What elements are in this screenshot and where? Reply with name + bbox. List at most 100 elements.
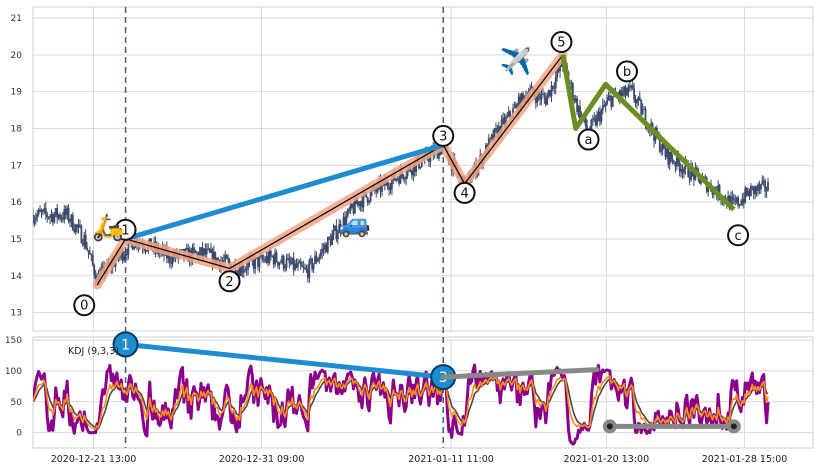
candle-body (336, 233, 339, 239)
candle-body (171, 254, 174, 264)
candle-body (268, 251, 271, 263)
candle-body (210, 249, 212, 253)
candle-body (34, 217, 37, 220)
candle-body (195, 252, 198, 254)
candle-body (217, 258, 220, 261)
price-ytick: 15 (11, 235, 22, 245)
candle-body (261, 254, 264, 260)
candle-body (640, 99, 643, 115)
candle-body (507, 111, 510, 116)
candle-body (381, 182, 383, 192)
candle-body (412, 163, 415, 176)
candle-body (258, 256, 261, 268)
kdj-j-line (33, 363, 770, 446)
candle-body (284, 267, 286, 269)
candle-body (600, 110, 603, 122)
candle-body (244, 269, 247, 271)
candle-body (573, 98, 576, 101)
wave-label-circle (727, 224, 750, 247)
candle-body (368, 201, 371, 203)
candle-body (36, 214, 39, 218)
candle-body (439, 149, 442, 155)
candle-body (618, 90, 621, 99)
kdj-layer (33, 363, 770, 446)
candle-body (339, 223, 342, 232)
candle-body (61, 217, 64, 220)
candle-body (181, 249, 184, 250)
candle-body (596, 114, 598, 126)
candle-body (46, 213, 49, 218)
candle-body (224, 255, 227, 261)
candle-body (287, 258, 289, 260)
candle-body (214, 251, 217, 264)
candle-body (630, 85, 633, 88)
wave-label-5: 5 (557, 35, 565, 50)
candle-body (274, 252, 277, 265)
candle-body (653, 132, 655, 141)
candle-body (554, 76, 557, 88)
candle-body (133, 246, 135, 250)
candle-body (37, 209, 40, 215)
candle-body (610, 95, 613, 107)
candle-body (571, 83, 574, 99)
candle-body (557, 68, 560, 72)
candle-body (123, 255, 126, 261)
cycle-trend-line (124, 142, 444, 242)
candle-body (262, 259, 265, 261)
candle-body (146, 250, 148, 252)
candle-body (399, 169, 402, 184)
candle-body (259, 254, 262, 257)
candle-body (328, 237, 331, 239)
wave-label-4: 4 (460, 186, 468, 201)
wave-label-c: c (735, 229, 742, 244)
candle-body (388, 186, 390, 190)
candle-body (237, 270, 239, 276)
candle-body (661, 142, 664, 151)
candle-body (93, 264, 96, 276)
candle-body (750, 185, 752, 197)
candle-body (86, 247, 88, 251)
candle-body (695, 167, 698, 170)
wave-label-b: b (623, 65, 631, 80)
candle-body (198, 251, 201, 259)
wave-label-circle (550, 30, 573, 53)
candle-body (288, 258, 291, 263)
candle-body (704, 177, 707, 178)
candle-body (222, 260, 225, 262)
candle-body (193, 247, 195, 251)
candle-body (60, 217, 63, 219)
candle-body (257, 256, 259, 268)
wave-label-0: 0 (80, 299, 88, 314)
candle-body (298, 261, 301, 264)
candle-body (319, 252, 322, 257)
candle-body (553, 87, 556, 89)
candle-body (66, 207, 69, 215)
candle-body (755, 186, 758, 191)
candle-body (245, 269, 248, 270)
candle-body (44, 208, 47, 214)
price-ytick: 14 (11, 272, 23, 282)
candle-body (271, 256, 274, 257)
candle-body (201, 247, 204, 256)
candle-body (121, 249, 124, 261)
candle-body (43, 208, 46, 210)
candle-body (591, 119, 594, 121)
candle-body (148, 238, 151, 244)
candle-body (604, 104, 607, 107)
candle-body (744, 188, 747, 203)
candle-body (398, 178, 400, 184)
candle-body (667, 148, 670, 165)
candle-body (740, 204, 742, 206)
candle-body (315, 255, 318, 262)
candle-body (353, 197, 356, 214)
candle-body (204, 248, 207, 255)
candle-body (348, 209, 351, 211)
candle-body (279, 262, 282, 264)
candle-body (607, 97, 610, 101)
candle-body (76, 224, 79, 228)
candle-body (732, 198, 735, 201)
candle-body (194, 250, 197, 253)
candle-body (302, 267, 305, 268)
wave-label-circle (577, 128, 600, 151)
candle-body (144, 249, 147, 251)
